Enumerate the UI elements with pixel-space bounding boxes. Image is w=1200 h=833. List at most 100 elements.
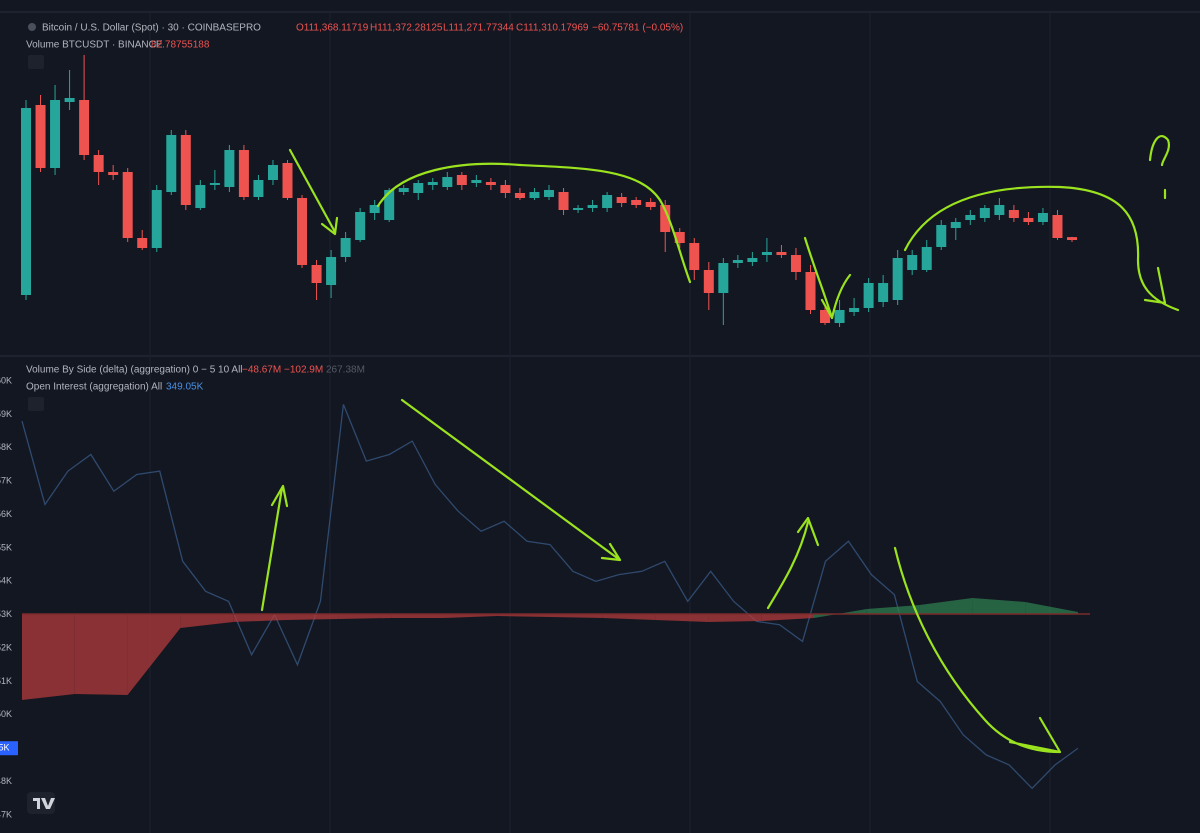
candle-body	[660, 205, 671, 232]
delta-area	[972, 598, 1026, 614]
candle-body	[878, 283, 889, 302]
candle-body	[965, 215, 976, 220]
candle-body	[834, 310, 845, 323]
ohlc-open: O111,368.11719	[296, 23, 369, 34]
price-label-box	[0, 741, 18, 756]
candle-body	[238, 150, 249, 197]
candle-body	[1067, 237, 1077, 240]
symbol-icon	[28, 23, 36, 31]
candle-body	[849, 308, 860, 312]
collapse-button[interactable]	[28, 55, 44, 69]
candle-body	[79, 100, 90, 155]
delta-area	[180, 614, 234, 628]
y-tick-label: 348K	[0, 776, 12, 786]
price-label: 349.05K	[0, 743, 10, 753]
oi-value: 349.05K	[166, 382, 204, 393]
y-tick-label: 358K	[0, 442, 12, 452]
candle-body	[340, 238, 351, 257]
candle-body	[35, 105, 46, 168]
candle-body	[616, 197, 627, 203]
delta-label: Volume By Side (delta) (aggregation) 0 −…	[26, 365, 243, 376]
candle-body	[979, 208, 990, 218]
candle-body	[108, 172, 119, 175]
candle-body	[398, 188, 409, 192]
oi-label: Open Interest (aggregation) All	[26, 382, 162, 393]
candle-body	[1023, 218, 1034, 222]
y-tick-label: 354K	[0, 576, 12, 586]
candle-body	[544, 190, 554, 197]
y-tick-label: 347K	[0, 809, 12, 819]
delta-value: −48.67M	[242, 365, 281, 376]
delta-area	[127, 614, 181, 695]
candle-body	[456, 175, 467, 185]
y-tick-label: 356K	[0, 509, 12, 519]
candle-body	[166, 135, 177, 192]
collapse-button[interactable]	[28, 397, 44, 411]
candle-body	[950, 222, 961, 228]
candle-body	[180, 135, 191, 205]
candle-body	[936, 225, 947, 247]
delta-area	[761, 614, 814, 621]
candle-body	[529, 192, 540, 198]
candle-body	[297, 198, 308, 265]
candle-body	[776, 252, 787, 255]
delta-area	[602, 614, 656, 620]
candle-body	[732, 260, 743, 263]
ohlc-close: C111,310.17969	[516, 23, 589, 34]
candle-body	[907, 255, 918, 270]
delta-area	[22, 614, 75, 700]
candle-body	[427, 182, 438, 185]
candle-body	[573, 208, 584, 210]
tv-logo	[27, 792, 55, 814]
candle-body	[820, 310, 831, 323]
candle-body	[805, 272, 816, 310]
symbol-title: Bitcoin / U.S. Dollar (Spot) · 30 · COIN…	[42, 23, 261, 34]
candle-body	[442, 177, 453, 187]
delta-value: −102.9M	[284, 365, 323, 376]
delta-area	[444, 614, 498, 618]
candle-body	[355, 212, 366, 240]
delta-area	[74, 614, 128, 695]
candle-body	[471, 180, 482, 183]
candle-body	[151, 190, 162, 248]
y-tick-label: 351K	[0, 676, 12, 686]
candle-body	[1037, 213, 1048, 222]
candle-body	[790, 255, 801, 272]
ohlc-low: L111,271.77344	[443, 23, 514, 34]
candle-body	[863, 283, 874, 308]
y-tick-label: 357K	[0, 476, 12, 486]
candle-body	[674, 232, 685, 243]
candle-body	[1052, 215, 1063, 238]
candle-body	[703, 270, 714, 293]
candle-body	[195, 185, 206, 208]
candle-body	[50, 100, 61, 168]
delta-area	[708, 614, 762, 622]
candle-body	[311, 265, 322, 283]
candle-body	[326, 257, 337, 285]
candle-body	[921, 247, 932, 270]
delta-value: 267.38M	[326, 365, 365, 376]
y-tick-label: 355K	[0, 542, 12, 552]
candle-body	[689, 243, 700, 270]
candle-body	[413, 183, 424, 193]
delta-area	[550, 614, 603, 618]
y-tick-label: 360K	[0, 375, 12, 385]
candle-body	[994, 205, 1005, 215]
annotations	[260, 135, 1180, 754]
candle-body	[485, 182, 496, 185]
candle-body	[384, 190, 395, 220]
candle-body	[602, 195, 613, 208]
delta-area	[1025, 602, 1078, 614]
candle-body	[718, 263, 729, 293]
candle-body	[631, 200, 642, 205]
candle-body	[892, 258, 903, 300]
delta-area	[866, 605, 920, 614]
delta-area	[338, 614, 392, 619]
ohlc-change: −60.75781 (−0.05%)	[592, 23, 683, 34]
candle-body	[645, 202, 656, 207]
ohlc-high: H111,372.28125	[370, 23, 443, 34]
delta-area	[233, 614, 286, 622]
candle-body	[514, 193, 525, 198]
candle-body	[282, 163, 293, 198]
candle-body	[253, 180, 264, 197]
